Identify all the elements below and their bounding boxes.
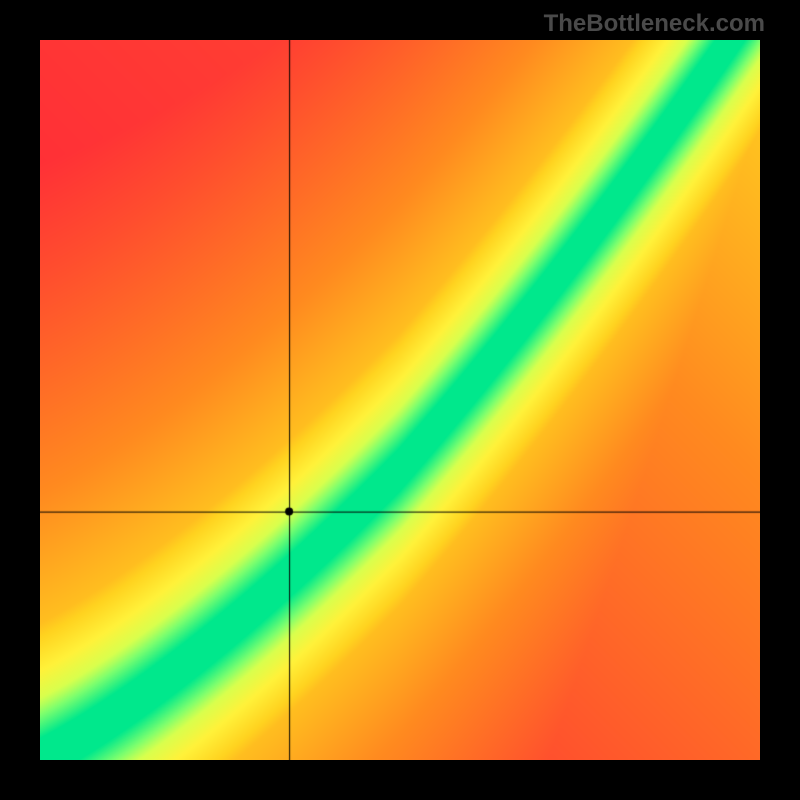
bottleneck-heatmap xyxy=(40,40,760,760)
watermark-text: TheBottleneck.com xyxy=(544,10,765,38)
